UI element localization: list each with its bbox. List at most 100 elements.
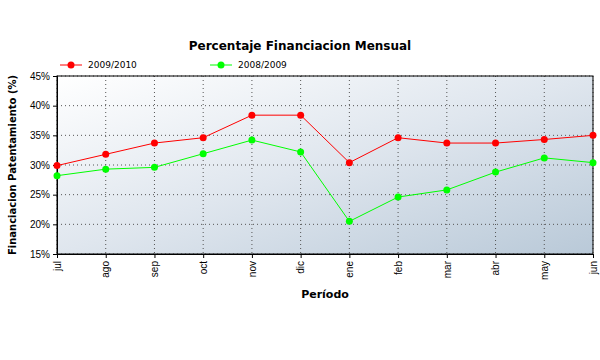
x-tick-label: feb [393, 261, 404, 275]
plot-background [57, 76, 593, 254]
x-tick: may [539, 254, 550, 280]
grid-line-y [57, 105, 593, 106]
series-marker [395, 134, 402, 141]
x-tick: ago [100, 254, 111, 278]
x-tick-mark [349, 254, 350, 258]
y-tick-label: 45% [30, 71, 50, 82]
x-tick: nov [247, 254, 258, 277]
x-tick-label: sep [149, 261, 160, 278]
x-tick-mark [57, 254, 58, 258]
x-tick: oct [198, 254, 209, 274]
series-line [57, 140, 593, 221]
y-tick-label: 30% [30, 160, 50, 171]
series-marker [541, 136, 548, 143]
grid-line-y [57, 165, 593, 166]
x-tick-label: abr [490, 260, 501, 275]
series-marker [395, 194, 402, 201]
y-axis-title: Financiacion Patentamiento (%) [7, 75, 18, 255]
grid-line-y [57, 224, 593, 225]
grid-line-x [105, 76, 106, 254]
x-tick-mark [106, 254, 107, 258]
x-tick-mark [593, 254, 594, 258]
x-tick-label: jun [588, 261, 599, 275]
y-tick-label: 25% [30, 189, 50, 200]
x-tick: mar [442, 254, 453, 278]
y-tick: 20% [30, 219, 57, 230]
x-axis-line [58, 255, 594, 259]
x-tick: feb [393, 254, 404, 275]
y-tick-mark [53, 254, 57, 255]
x-tick: sep [149, 254, 160, 277]
y-tick-mark [53, 106, 57, 107]
grid-line-x [203, 76, 204, 254]
x-tick: jul [52, 254, 63, 272]
y-tick: 15% [30, 249, 57, 260]
grid-line-y [57, 135, 593, 136]
legend-label: 2009/2010 [88, 60, 137, 70]
y-tick-mark [53, 76, 57, 77]
legend-marker [68, 62, 75, 69]
series-marker [102, 166, 109, 173]
x-tick-mark [496, 254, 497, 258]
x-tick: jun [588, 254, 599, 275]
x-tick-mark [398, 254, 399, 258]
series-marker [590, 132, 597, 139]
plot-frame [57, 76, 593, 254]
grid-line-x [446, 76, 447, 254]
series-marker [297, 148, 304, 155]
x-tick: ene [344, 254, 355, 278]
y-tick: 45% [30, 71, 57, 82]
x-tick-mark [447, 254, 448, 258]
legend: 2009/2010 2008/2009 [60, 60, 287, 70]
x-tick-mark [544, 254, 545, 258]
y-tick-label: 20% [30, 219, 50, 230]
series-marker [54, 172, 61, 179]
chart-title: Percentaje Financiacion Mensual [189, 39, 411, 53]
y-tick: 30% [30, 160, 57, 171]
chart: 15% 20% 25% 30% 35% 40% 45% jul ago sep oct nov dic e… [0, 0, 600, 360]
legend-marker [218, 62, 225, 69]
series-marker [541, 154, 548, 161]
series-marker [346, 218, 353, 225]
grid-line-x [251, 76, 252, 254]
x-tick-label: dic [295, 261, 306, 274]
plot-area [54, 112, 597, 225]
series-marker [492, 140, 499, 147]
series-marker [200, 150, 207, 157]
y-axis: 15% 20% 25% 30% 35% 40% 45% [30, 71, 58, 260]
x-tick-label: mar [442, 260, 453, 278]
legend-label: 2008/2009 [238, 60, 287, 70]
series-marker [248, 137, 255, 144]
y-tick-label: 40% [30, 100, 50, 111]
x-tick-label: nov [247, 261, 258, 277]
grid [57, 76, 593, 254]
x-tick-mark [301, 254, 302, 258]
y-tick: 25% [30, 189, 57, 200]
x-tick-label: may [539, 261, 550, 280]
series-marker [346, 159, 353, 166]
x-axis: jul ago sep oct nov dic ene feb mar abr may jun [52, 254, 599, 280]
series-marker [443, 140, 450, 147]
series-marker [492, 169, 499, 176]
x-tick-label: ago [100, 261, 111, 278]
y-tick-mark [53, 224, 57, 225]
grid-line-x [495, 76, 496, 254]
x-tick-label: oct [198, 261, 209, 275]
x-tick-mark [203, 254, 204, 258]
grid-line-x [300, 76, 301, 254]
x-tick: dic [295, 254, 306, 274]
x-tick-mark [252, 254, 253, 258]
series-marker [297, 112, 304, 119]
y-tick: 40% [30, 100, 57, 111]
y-tick-mark [53, 135, 57, 136]
x-tick: abr [490, 254, 501, 275]
series-marker [590, 159, 597, 166]
grid-line-y [57, 194, 593, 195]
series-marker [200, 134, 207, 141]
x-axis-title: Período [301, 288, 349, 301]
y-tick-label: 35% [30, 130, 50, 141]
y-tick-mark [53, 195, 57, 196]
y-tick-label: 15% [30, 249, 50, 260]
x-tick-label: ene [344, 261, 355, 278]
series-line [57, 115, 593, 165]
